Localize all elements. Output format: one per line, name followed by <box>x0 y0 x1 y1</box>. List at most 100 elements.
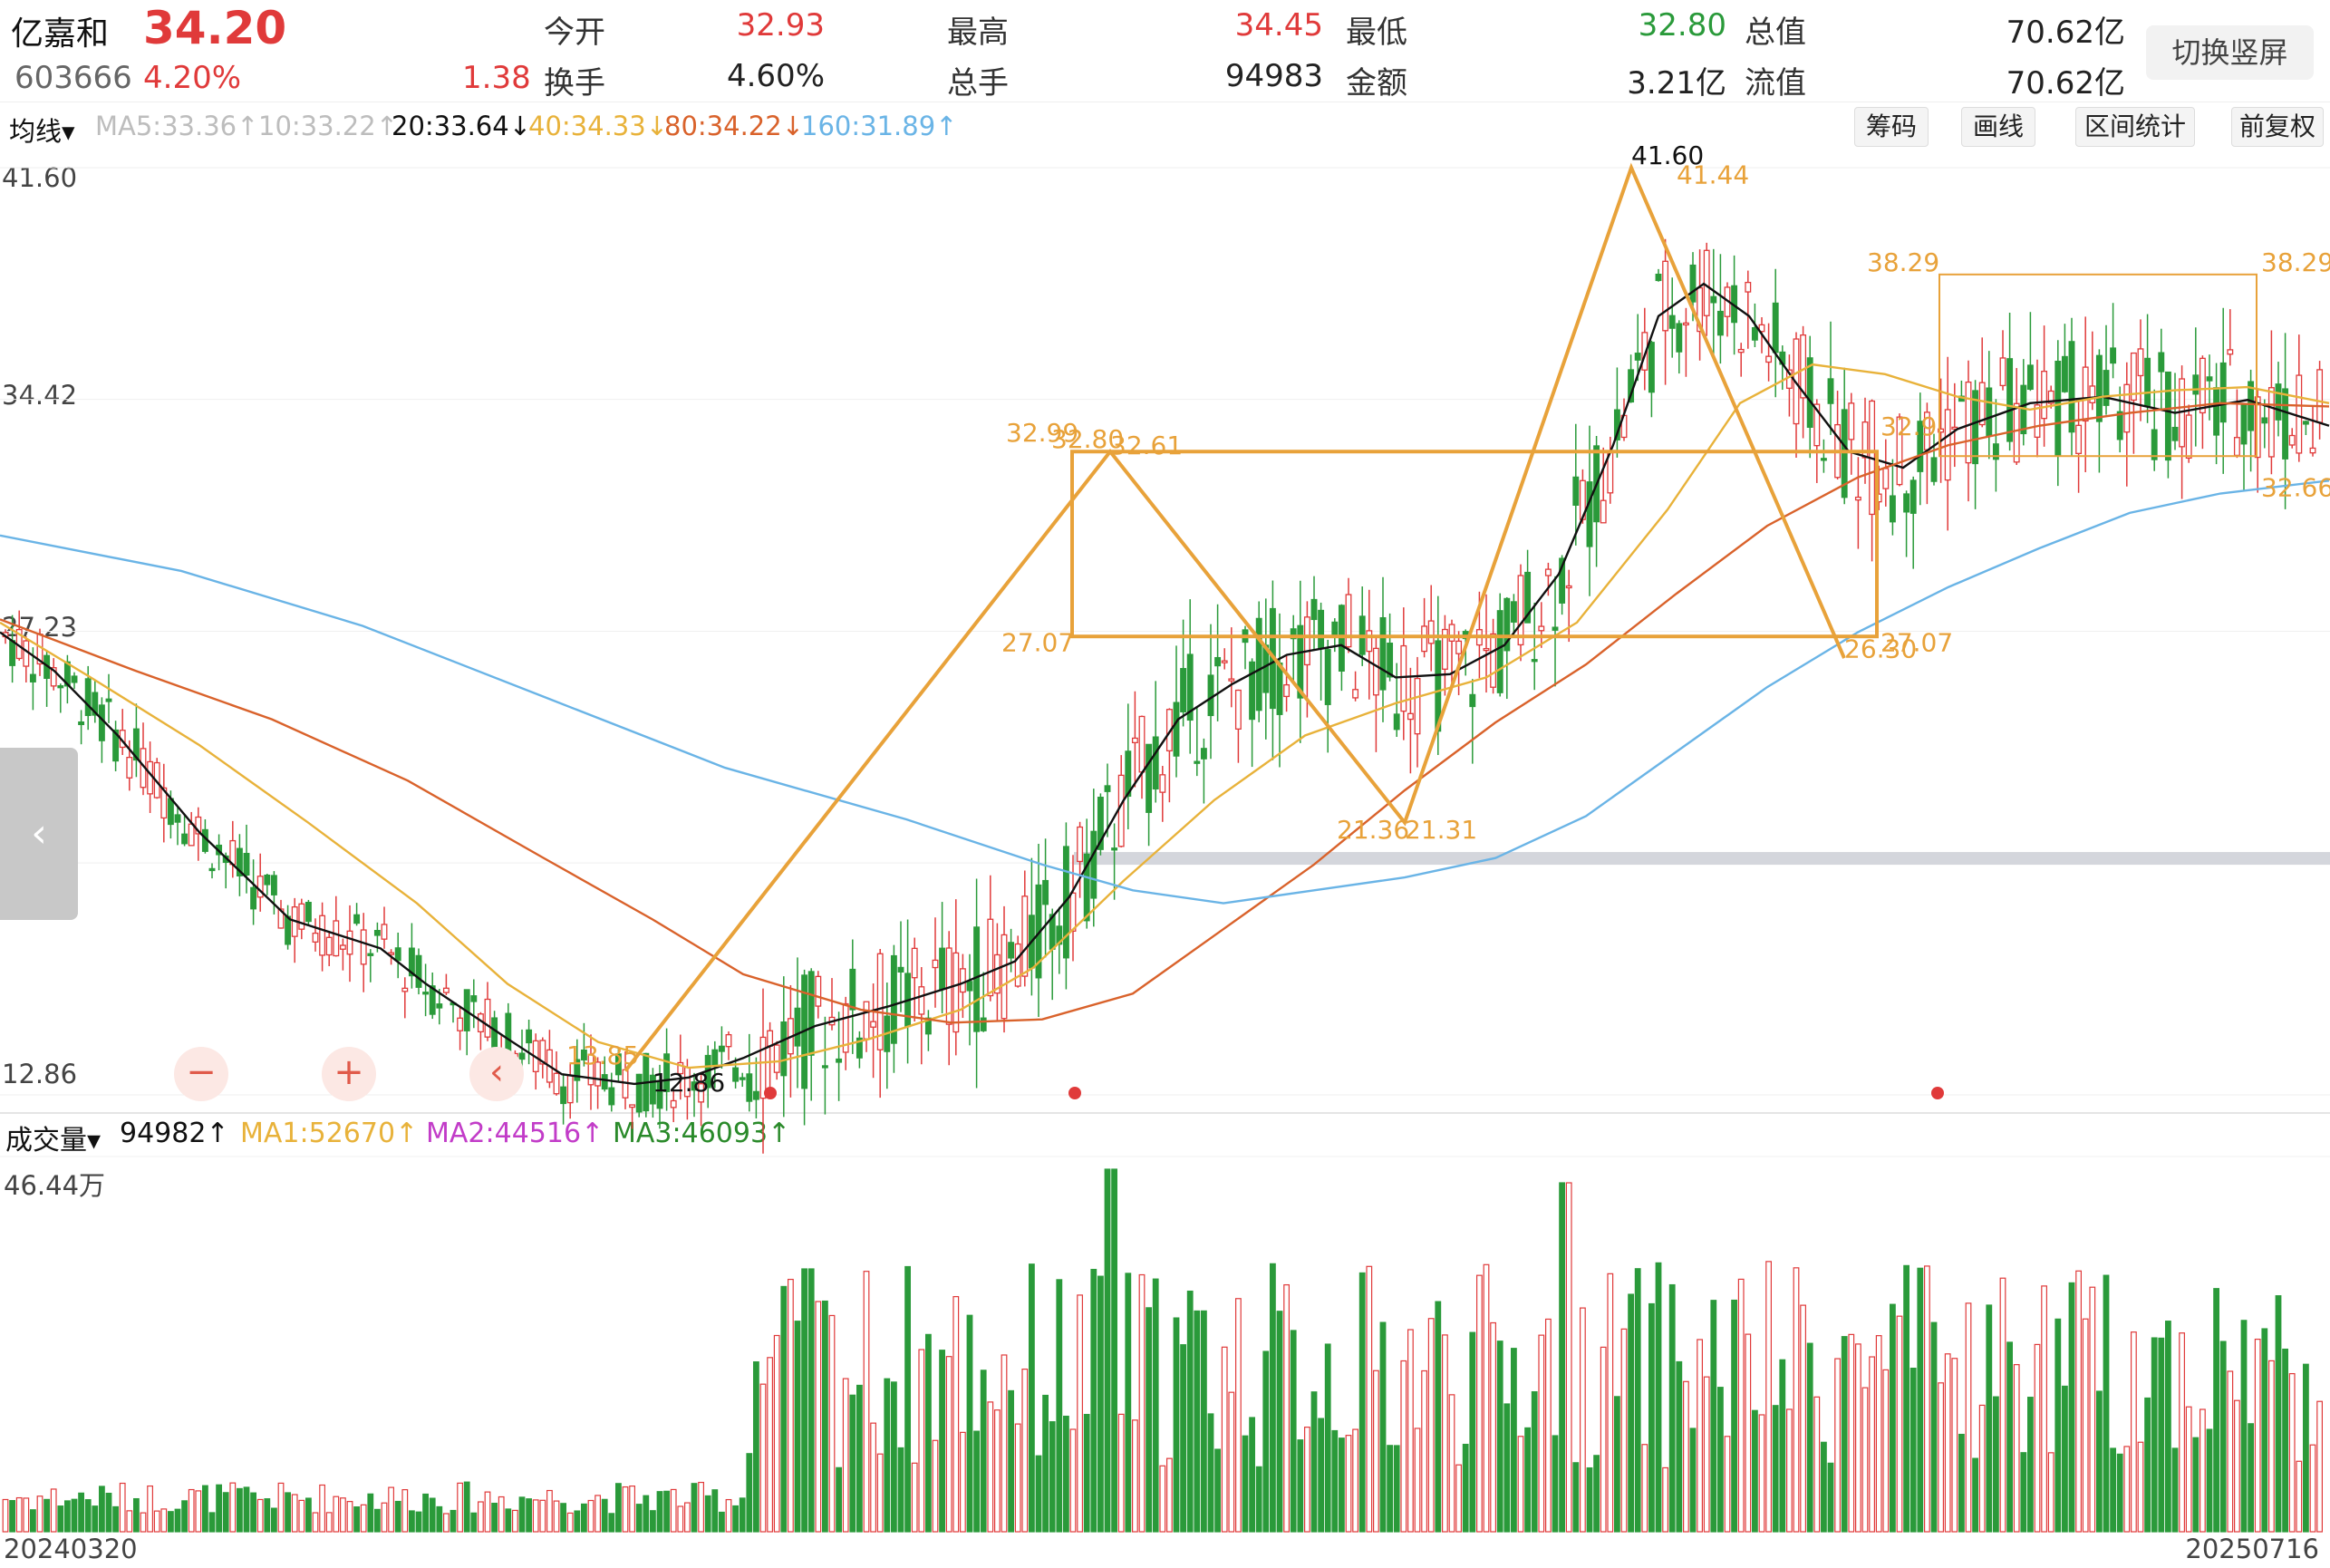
volume-selector[interactable]: 成交量▾ <box>5 1125 102 1157</box>
candle-body <box>457 1017 464 1031</box>
candle-body <box>1111 847 1118 851</box>
volume-bar <box>1242 1435 1249 1533</box>
candle-body <box>401 987 409 992</box>
volume-bar <box>216 1484 223 1533</box>
candle-body <box>1097 797 1104 850</box>
volume-bar <box>980 1370 987 1533</box>
candle-body <box>1221 660 1228 663</box>
volume-bar <box>1572 1462 1580 1533</box>
volume-bar <box>147 1485 154 1533</box>
volume-bar <box>1090 1268 1097 1533</box>
candle-body <box>876 953 884 1050</box>
candle-body <box>635 1073 643 1113</box>
zoom-out-button[interactable]: − <box>174 1047 228 1101</box>
volume-bar <box>1813 1396 1821 1533</box>
candle-body <box>1889 495 1896 523</box>
volume-bar <box>2303 1363 2309 1533</box>
volume-bar <box>1366 1265 1373 1533</box>
plus-icon: + <box>334 1051 364 1093</box>
volume-bar <box>532 1499 539 1533</box>
volume-bar <box>360 1504 367 1533</box>
scroll-back-button[interactable]: ‹ <box>469 1047 524 1101</box>
volume-bar <box>1745 1333 1752 1533</box>
volume-bar <box>463 1481 470 1533</box>
candle-body <box>353 914 361 924</box>
candle-body <box>718 1045 725 1052</box>
volume-bar <box>870 1422 876 1533</box>
volume-bar <box>44 1498 50 1533</box>
price-annotation: 21.36 <box>1337 815 1409 845</box>
candle-body <box>966 981 973 992</box>
candle-body <box>2061 355 2068 392</box>
volume-bar <box>443 1513 450 1533</box>
volume-bar <box>1917 1267 1924 1533</box>
volume-bar <box>1077 1294 1084 1533</box>
volume-bar <box>285 1492 291 1533</box>
candle-body <box>952 952 960 1033</box>
volume-bar <box>1165 1457 1173 1533</box>
ma-value: 160:31.89↑ <box>801 111 958 141</box>
volume-bar <box>1703 1376 1710 1533</box>
candle-body <box>836 1058 843 1063</box>
volume-bar <box>1834 1358 1842 1533</box>
volume-bar <box>2192 1437 2199 1533</box>
candle-body <box>794 1007 801 1047</box>
volume-bar <box>1338 1437 1345 1533</box>
volume-bar <box>1655 1262 1662 1533</box>
volume-bar <box>924 1333 932 1533</box>
toolbar-button[interactable]: 画线 <box>1961 107 2035 147</box>
ma-value: 40:34.33↓ <box>528 111 668 141</box>
volume-bar <box>498 1495 505 1533</box>
side-tab-icon: ‹ <box>31 810 47 857</box>
candle-body <box>1448 624 1455 642</box>
volume-bar <box>511 1509 518 1533</box>
volume-bar <box>629 1485 635 1533</box>
volume-bar <box>436 1505 443 1533</box>
candle-body <box>939 947 946 990</box>
candle-body <box>285 915 292 945</box>
candle-body <box>1234 689 1242 730</box>
toolbar-button[interactable]: 前复权 <box>2231 107 2324 147</box>
candle-body <box>1745 281 1752 293</box>
volume-bar <box>752 1361 759 1533</box>
candle-body <box>436 1003 443 1009</box>
volume-bar <box>2296 1460 2303 1533</box>
candle-body <box>2282 388 2289 460</box>
stock-code: 603666 <box>15 60 132 96</box>
volume-bar <box>966 1314 973 1533</box>
volume-bar <box>1607 1273 1614 1533</box>
candle-body <box>195 816 202 835</box>
volume-bar <box>1634 1268 1641 1533</box>
field-value: 94983 <box>1224 58 1323 94</box>
candle-body <box>1992 443 1999 460</box>
volume-bar <box>2151 1337 2158 1533</box>
volume-bar <box>92 1505 99 1533</box>
volume-bar <box>298 1499 305 1533</box>
switch-orientation-button[interactable]: 切换竖屏 <box>2146 25 2314 80</box>
toolbar-button[interactable]: 区间统计 <box>2075 107 2195 147</box>
volume-bar <box>188 1488 195 1533</box>
candle-body <box>780 1021 788 1077</box>
volume-bar <box>168 1511 174 1533</box>
candle-body <box>1441 628 1448 670</box>
volume-bar <box>1097 1275 1104 1533</box>
candle-body <box>1255 617 1262 711</box>
volume-bar <box>1593 1455 1600 1533</box>
candle-body <box>746 1073 753 1102</box>
candle-body <box>181 833 189 845</box>
candle-body <box>2116 411 2123 440</box>
candle-body <box>1986 387 1993 437</box>
ma-selector[interactable]: 均线▾ <box>9 116 75 147</box>
collapse-side-tab[interactable]: ‹ <box>0 748 78 920</box>
volume-bar <box>1552 1435 1559 1533</box>
candle-body <box>1965 381 1972 464</box>
candle-body <box>711 1049 719 1066</box>
zoom-in-button[interactable]: + <box>322 1047 376 1101</box>
candle-body <box>1379 616 1387 691</box>
toolbar-button[interactable]: 筹码 <box>1854 107 1929 147</box>
candle-body <box>2240 402 2248 445</box>
volume-bar <box>1682 1380 1689 1533</box>
volume-bar <box>1600 1346 1607 1533</box>
volume-bar <box>1841 1336 1848 1533</box>
